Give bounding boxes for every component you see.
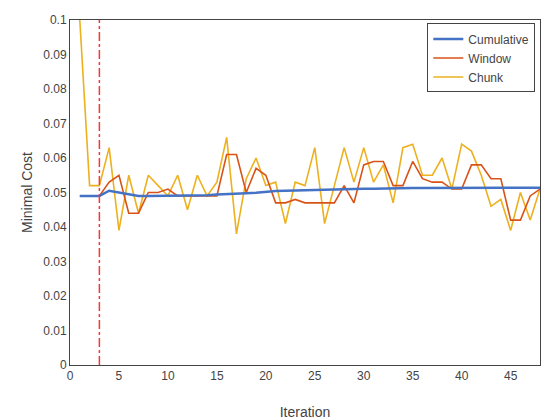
svg-text:20: 20 — [259, 369, 273, 383]
svg-text:40: 40 — [455, 369, 469, 383]
svg-text:0.1: 0.1 — [50, 13, 67, 27]
svg-text:10: 10 — [161, 369, 175, 383]
svg-text:0.01: 0.01 — [43, 324, 67, 338]
svg-text:35: 35 — [406, 369, 420, 383]
svg-text:0.09: 0.09 — [43, 48, 67, 62]
svg-text:0.06: 0.06 — [43, 151, 67, 165]
svg-text:0.05: 0.05 — [43, 186, 67, 200]
svg-text:0: 0 — [67, 369, 74, 383]
svg-text:15: 15 — [210, 369, 224, 383]
svg-text:30: 30 — [357, 369, 371, 383]
svg-text:0.07: 0.07 — [43, 117, 67, 131]
svg-text:Chunk: Chunk — [468, 71, 504, 85]
svg-text:Window: Window — [468, 52, 511, 66]
svg-text:25: 25 — [308, 369, 322, 383]
svg-text:0: 0 — [60, 358, 67, 372]
svg-text:Minimal Cost: Minimal Cost — [19, 152, 35, 233]
svg-text:0.03: 0.03 — [43, 255, 67, 269]
svg-text:5: 5 — [116, 369, 123, 383]
svg-text:0.04: 0.04 — [43, 220, 67, 234]
svg-text:45: 45 — [504, 369, 518, 383]
svg-text:0.02: 0.02 — [43, 289, 67, 303]
svg-text:Cumulative: Cumulative — [468, 33, 528, 47]
svg-text:Iteration: Iteration — [280, 404, 331, 420]
svg-text:0.08: 0.08 — [43, 82, 67, 96]
